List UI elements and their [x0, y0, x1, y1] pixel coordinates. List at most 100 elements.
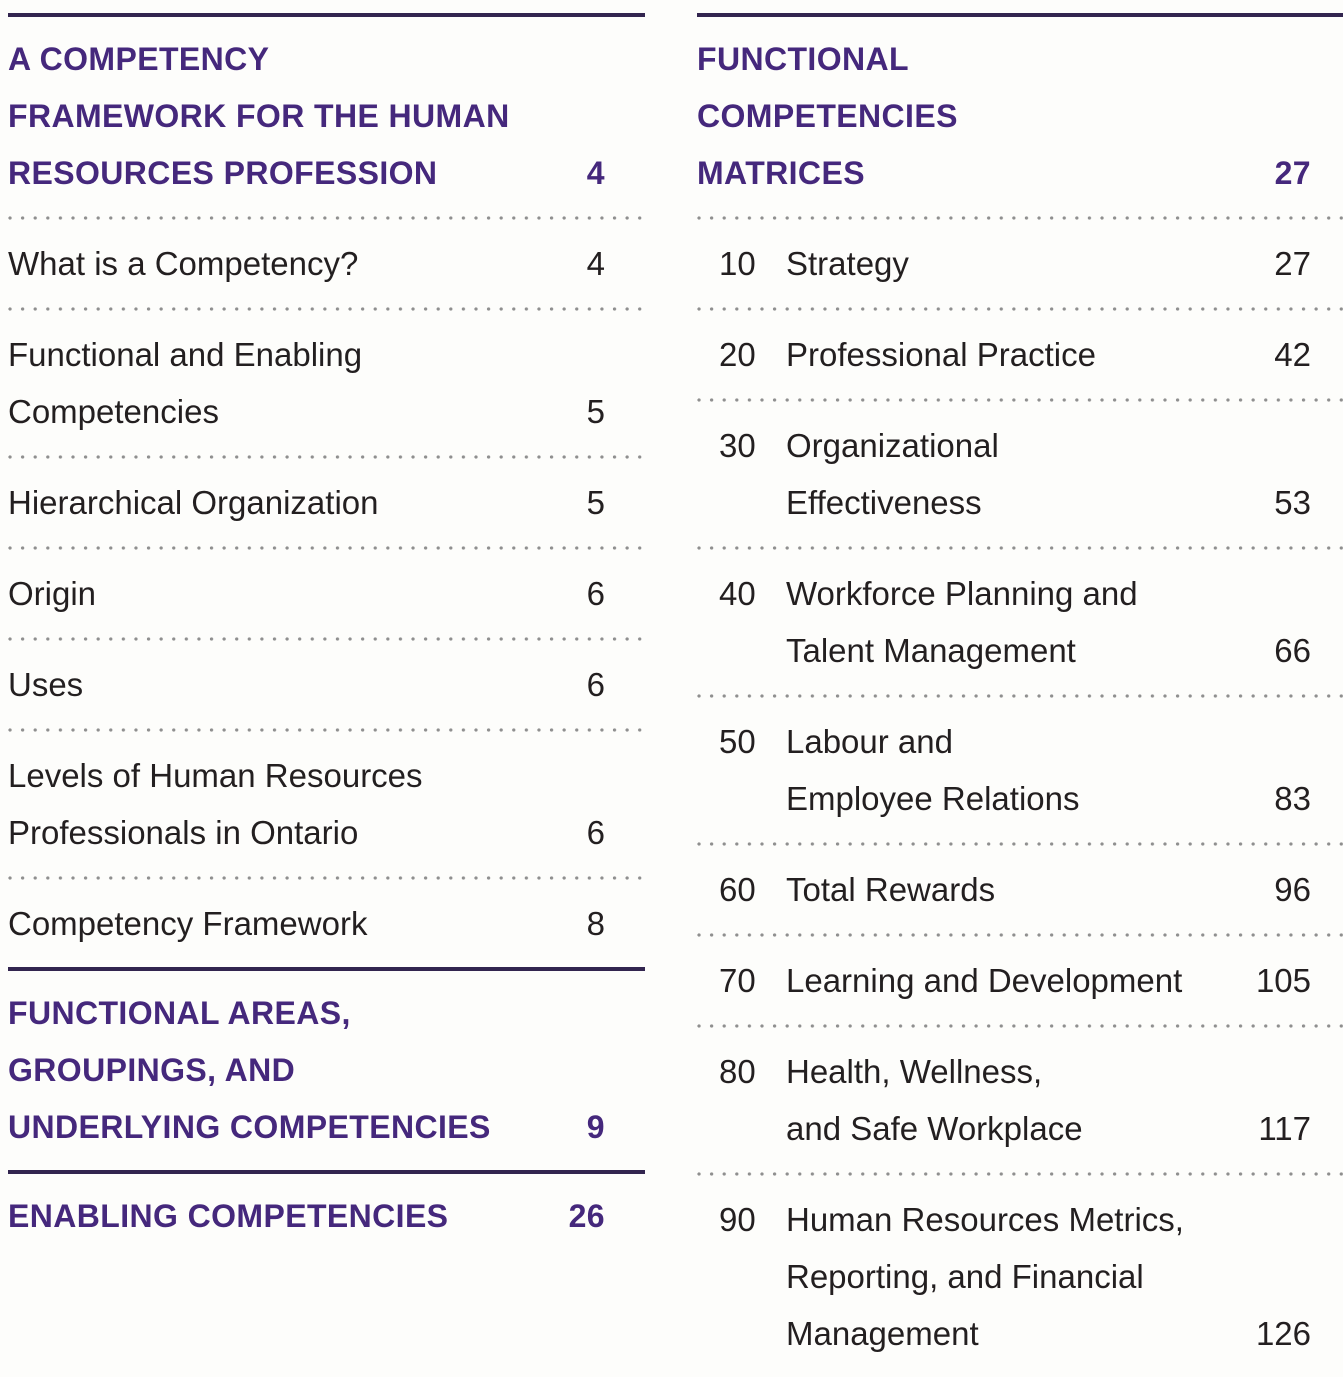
toc-entry-70-learning-development[interactable]: 70 Learning and Development 105: [697, 937, 1343, 1024]
page-number: 117: [1258, 1110, 1311, 1147]
heading-text: MATRICES: [697, 155, 865, 191]
toc-entry-origin[interactable]: Origin 6: [8, 550, 645, 637]
page-number: 6: [586, 575, 605, 612]
toc-entry-40-workforce-planning[interactable]: 40 Workforce Planning and Talent Managem…: [697, 550, 1343, 694]
entry-label: Talent Management: [786, 632, 1076, 669]
entry-line: Functional and Enabling: [8, 326, 645, 383]
entry-line: Competency Framework 8: [8, 895, 645, 952]
entry-label: Workforce Planning and: [786, 575, 1138, 612]
toc-entry-80-health-wellness[interactable]: 80 Health, Wellness, and Safe Workplace …: [697, 1028, 1343, 1172]
toc-heading-functional-competencies-matrices[interactable]: FUNCTIONAL COMPETENCIES MATRICES 27: [697, 17, 1343, 216]
page-number: 126: [1255, 1315, 1311, 1352]
dotted-divider: [8, 455, 645, 459]
entry-label: Effectiveness: [786, 484, 982, 521]
dotted-divider: [697, 933, 1343, 937]
heading-text: A COMPETENCY: [8, 41, 270, 77]
entry-label: and Safe Workplace: [786, 1110, 1083, 1147]
page-number: 66: [1274, 632, 1311, 669]
entry-line: Talent Management 66: [697, 622, 1343, 679]
dotted-divider: [8, 307, 645, 311]
page-number: 42: [1274, 336, 1311, 373]
entry-line: 40 Workforce Planning and: [697, 565, 1343, 622]
page-number: 6: [586, 814, 605, 851]
entry-label: Competencies: [8, 393, 219, 430]
toc-entry-30-organizational-effectiveness[interactable]: 30 Organizational Effectiveness 53: [697, 402, 1343, 546]
toc-entry-10-strategy[interactable]: 10 Strategy 27: [697, 220, 1343, 307]
toc-entry-uses[interactable]: Uses 6: [8, 641, 645, 728]
entry-line: 70 Learning and Development 105: [697, 952, 1343, 1009]
entry-number: 70: [719, 962, 756, 999]
dotted-divider: [8, 728, 645, 732]
toc-right-column: FUNCTIONAL COMPETENCIES MATRICES 27 10 S…: [697, 13, 1343, 1377]
toc-heading-competency-framework[interactable]: A COMPETENCY FRAMEWORK FOR THE HUMAN RES…: [8, 17, 645, 216]
dotted-divider: [697, 216, 1343, 220]
dotted-divider: [697, 1172, 1343, 1176]
entry-line: 30 Organizational: [697, 417, 1343, 474]
entry-label: Strategy: [786, 245, 909, 282]
dotted-divider: [8, 216, 645, 220]
dotted-divider: [697, 842, 1343, 846]
section-divider: [8, 1170, 645, 1174]
page-number: 26: [568, 1198, 605, 1234]
toc-heading-functional-areas[interactable]: FUNCTIONAL AREAS, GROUPINGS, AND UNDERLY…: [8, 971, 645, 1170]
entry-label: Employee Relations: [786, 780, 1080, 817]
entry-number: 50: [719, 723, 756, 760]
entry-line: 90 Human Resources Metrics,: [697, 1191, 1343, 1248]
heading-line: RESOURCES PROFESSION 4: [8, 145, 645, 202]
entry-line: and Safe Workplace 117: [697, 1100, 1343, 1157]
page-number: 5: [586, 393, 605, 430]
entry-label: Professional Practice: [786, 336, 1096, 373]
toc-entry-hierarchical-organization[interactable]: Hierarchical Organization 5: [8, 459, 645, 546]
entry-number: 10: [719, 245, 756, 282]
entry-label: Labour and: [786, 723, 953, 760]
toc-entry-60-total-rewards[interactable]: 60 Total Rewards 96: [697, 846, 1343, 933]
entry-label: Professionals in Ontario: [8, 814, 359, 851]
toc-left-column: A COMPETENCY FRAMEWORK FOR THE HUMAN RES…: [8, 13, 645, 1377]
page-number: 27: [1274, 155, 1311, 191]
heading-line: A COMPETENCY: [8, 31, 645, 88]
heading-line: GROUPINGS, AND: [8, 1042, 645, 1099]
heading-text: FUNCTIONAL: [697, 41, 909, 77]
entry-number: 20: [719, 336, 756, 373]
section-divider: [8, 967, 645, 971]
entry-line: Uses 6: [8, 656, 645, 713]
heading-line: FRAMEWORK FOR THE HUMAN: [8, 88, 645, 145]
toc-heading-enabling-competencies[interactable]: ENABLING COMPETENCIES 26: [8, 1174, 645, 1259]
page-number: 83: [1274, 780, 1311, 817]
heading-text: RESOURCES PROFESSION: [8, 155, 438, 191]
entry-line: Employee Relations 83: [697, 770, 1343, 827]
page-number: 8: [586, 905, 605, 942]
entry-number: 80: [719, 1053, 756, 1090]
entry-line: Management 126: [697, 1305, 1343, 1362]
heading-line: FUNCTIONAL: [697, 31, 1343, 88]
toc-entry-50-labour-employee-relations[interactable]: 50 Labour and Employee Relations 83: [697, 698, 1343, 842]
section-divider: [8, 13, 645, 17]
entry-label: Levels of Human Resources: [8, 757, 423, 794]
toc-entry-competency-framework[interactable]: Competency Framework 8: [8, 880, 645, 967]
entry-label: Uses: [8, 666, 84, 703]
toc-entry-20-professional-practice[interactable]: 20 Professional Practice 42: [697, 311, 1343, 398]
entry-label: Human Resources Metrics,: [786, 1201, 1184, 1238]
page-number: 5: [586, 484, 605, 521]
page-number: 6: [586, 666, 605, 703]
toc-entry-90-hr-metrics[interactable]: 90 Human Resources Metrics, Reporting, a…: [697, 1176, 1343, 1377]
page-number: 105: [1255, 962, 1311, 999]
heading-text: FUNCTIONAL AREAS,: [8, 995, 351, 1031]
heading-text: UNDERLYING COMPETENCIES: [8, 1109, 491, 1145]
entry-label: Origin: [8, 575, 97, 612]
entry-label: Competency Framework: [8, 905, 368, 942]
entry-number: 40: [719, 575, 756, 612]
dotted-divider: [8, 876, 645, 880]
entry-label: Health, Wellness,: [786, 1053, 1043, 1090]
page-number: 27: [1274, 245, 1311, 282]
entry-line: Reporting, and Financial: [697, 1248, 1343, 1305]
heading-text: FRAMEWORK FOR THE HUMAN: [8, 98, 510, 134]
toc-entry-functional-enabling[interactable]: Functional and Enabling Competencies 5: [8, 311, 645, 455]
page-number: 96: [1274, 871, 1311, 908]
entry-line: Hierarchical Organization 5: [8, 474, 645, 531]
entry-line: Origin 6: [8, 565, 645, 622]
toc-entry-levels-of-hr-professionals[interactable]: Levels of Human Resources Professionals …: [8, 732, 645, 876]
dotted-divider: [697, 398, 1343, 402]
entry-label: Learning and Development: [786, 962, 1183, 999]
toc-entry-what-is-a-competency[interactable]: What is a Competency? 4: [8, 220, 645, 307]
